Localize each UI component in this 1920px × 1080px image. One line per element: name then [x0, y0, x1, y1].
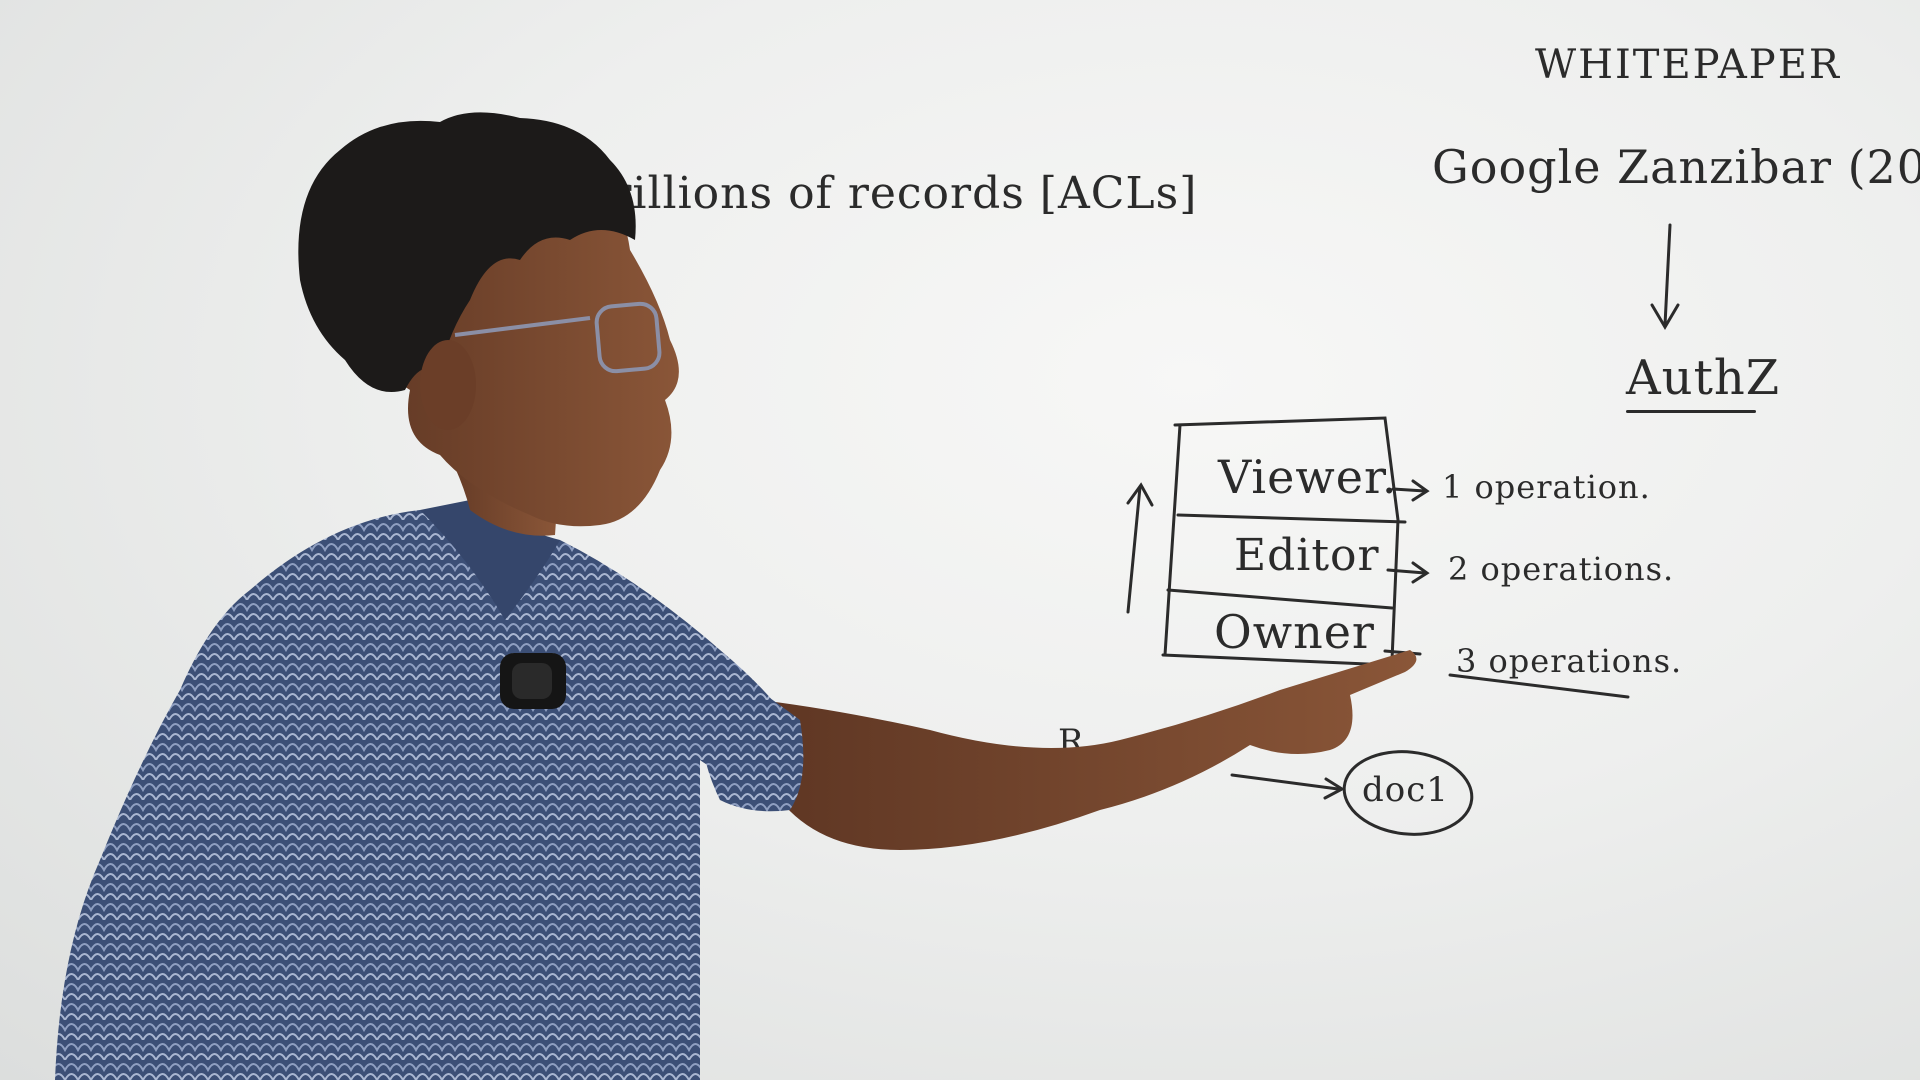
viewer-operations: 1 operation. — [1442, 468, 1651, 506]
hair — [298, 112, 636, 392]
arm — [760, 650, 1417, 850]
role-owner-label: Owner — [1214, 605, 1375, 659]
paper-name: Google Zanzibar (2012) — [1432, 140, 1920, 194]
product-name: AuthZ — [1626, 350, 1781, 406]
right-arrow-icon — [1230, 773, 1346, 800]
product-name-underline — [1626, 410, 1756, 413]
owner-operations: 3 operations. — [1456, 642, 1683, 680]
role-table-outline — [1161, 416, 1407, 667]
down-arrow-icon — [1650, 223, 1680, 330]
shirt — [55, 510, 800, 1080]
whitepaper-title: WHITEPAPER — [1535, 42, 1842, 88]
editor-operations: 2 operations. — [1448, 550, 1675, 588]
role-viewer-label: Viewer. — [1218, 450, 1398, 504]
lavalier-mic-icon — [500, 653, 566, 709]
role-editor-label: Editor — [1234, 530, 1380, 581]
document-label: doc1 — [1362, 770, 1449, 810]
document-node — [1342, 750, 1474, 836]
headline-text: Trillions of records [ACLs] — [580, 168, 1198, 219]
glasses-icon — [454, 301, 662, 374]
up-arrow-icon — [1126, 482, 1154, 614]
